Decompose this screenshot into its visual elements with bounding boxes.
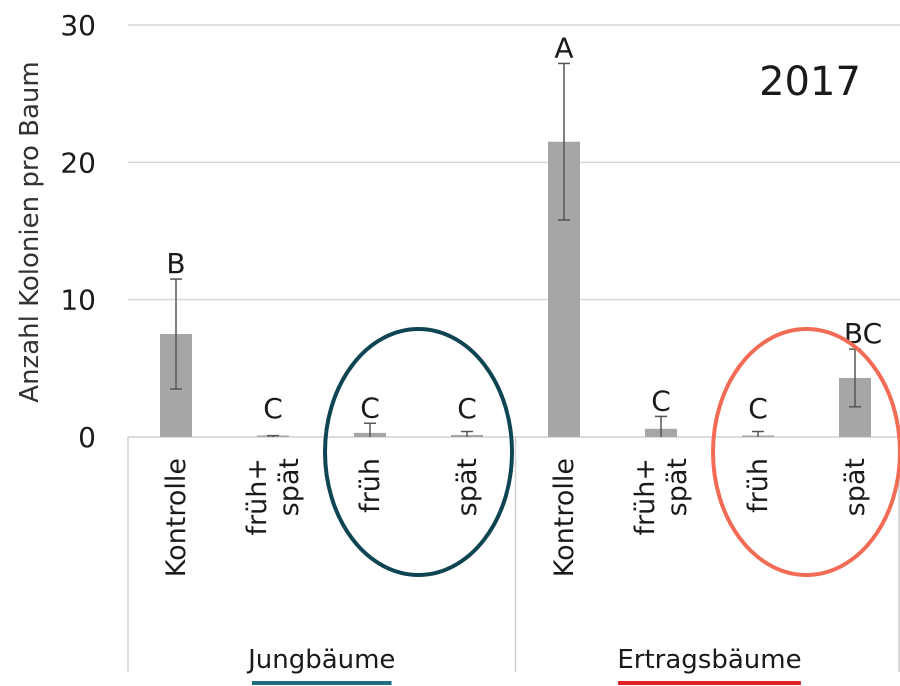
group-label: Ertragsbäume — [617, 645, 801, 675]
highlight-ellipse — [711, 327, 900, 577]
significance-letter: A — [554, 31, 573, 64]
significance-letter: C — [263, 392, 283, 425]
y-tick-label: 30 — [60, 9, 96, 42]
significance-letter: C — [360, 391, 380, 424]
significance-letter: B — [166, 247, 185, 280]
significance-letter: C — [748, 392, 768, 425]
y-tick-label: 20 — [60, 146, 96, 179]
category-label: früh+ — [630, 458, 661, 535]
category-label: Kontrolle — [161, 458, 192, 577]
highlights — [323, 327, 900, 577]
category-label: spät — [452, 458, 483, 516]
category-label: spät — [840, 458, 871, 516]
category-label: früh+ — [242, 458, 273, 535]
y-tick-label: 0 — [78, 421, 96, 454]
highlight-ellipse — [323, 327, 514, 577]
significance-letter: C — [651, 384, 671, 417]
axes: 0 10 20 30 — [60, 9, 900, 672]
group-label: Jungbäume — [246, 645, 395, 675]
category-label: früh — [355, 458, 386, 513]
category-label: spät — [274, 458, 305, 516]
y-tick-label: 10 — [60, 284, 96, 317]
y-axis-label: Anzahl Kolonien pro Baum — [15, 61, 45, 402]
significance-letter: C — [457, 392, 477, 425]
category-label: Kontrolle — [549, 458, 580, 577]
category-label: spät — [662, 458, 693, 516]
chart-title: 2017 — [759, 59, 861, 105]
gridlines — [128, 24, 900, 301]
bars — [160, 62, 871, 437]
category-label: früh — [743, 458, 774, 513]
